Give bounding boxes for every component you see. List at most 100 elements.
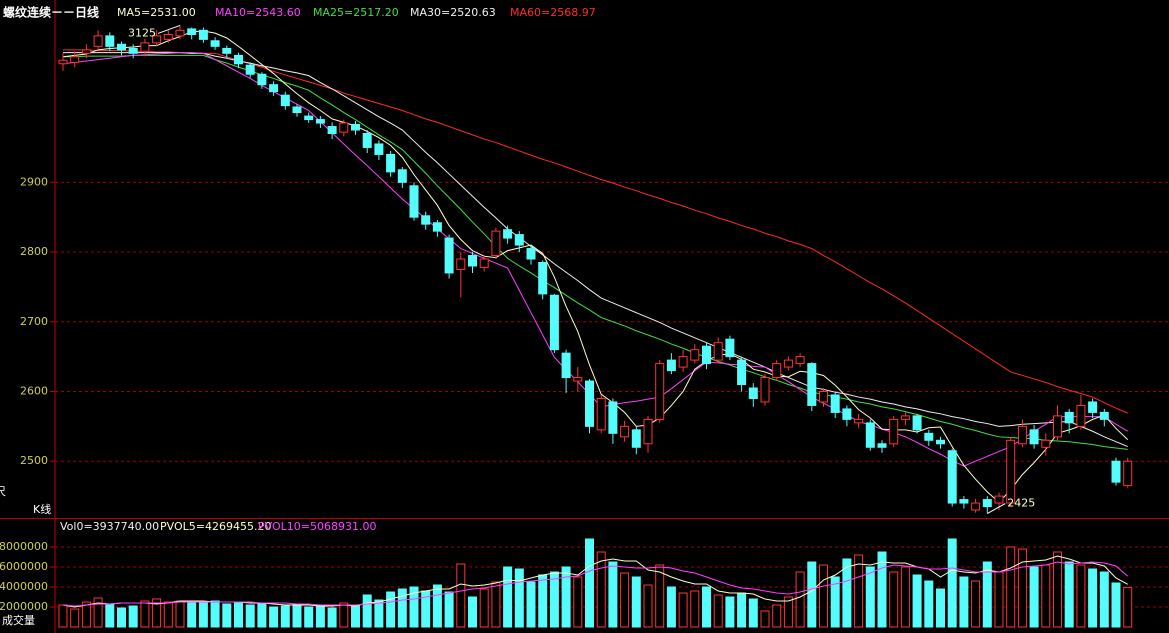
volume-bar — [1017, 548, 1027, 628]
volume-bar — [70, 608, 80, 628]
panel-label: 成交量 — [2, 613, 35, 627]
candle-body — [210, 40, 220, 47]
candle-body — [1053, 415, 1062, 438]
volume-bar — [292, 603, 302, 628]
y-tick-label: 2000000 — [0, 600, 48, 613]
volume-bar — [666, 586, 676, 628]
volume-bar — [526, 581, 536, 628]
legend-entry: MA5=2531.00 — [117, 6, 196, 19]
candle-body — [877, 443, 887, 448]
candle-body — [1041, 439, 1051, 448]
volume-bar — [198, 602, 208, 628]
volume-bar — [959, 576, 969, 628]
volume-bar — [1053, 551, 1062, 628]
volume-bar — [702, 586, 711, 628]
candle-body — [655, 363, 665, 420]
volume-bar — [386, 591, 396, 628]
candle-body — [409, 185, 419, 218]
legend-entry: MA10=2543.60 — [215, 6, 301, 19]
volume-bar — [877, 551, 887, 628]
candle-body — [117, 43, 126, 51]
candle-body — [947, 450, 957, 504]
candle-body — [327, 126, 337, 135]
candle-body — [152, 35, 162, 44]
candle-body — [783, 359, 793, 368]
volume-bar — [830, 576, 840, 628]
volume-bar — [175, 600, 185, 628]
candle-body — [854, 418, 864, 424]
candle-body — [1017, 425, 1027, 445]
candle-body — [105, 35, 115, 47]
candle-body — [1029, 429, 1039, 445]
candle-body — [292, 106, 302, 114]
legend-entry: PVOL10=5068931.00 — [258, 520, 376, 533]
candle-body — [93, 35, 103, 47]
volume-bar — [608, 561, 618, 628]
candle-body — [608, 401, 618, 434]
volume-bar — [117, 607, 126, 628]
candle-body — [456, 258, 466, 270]
candle-body — [830, 394, 840, 413]
candle-body — [386, 153, 396, 173]
annotation: 3125 — [128, 26, 156, 39]
volume-bar — [468, 596, 477, 628]
candle-body — [468, 255, 477, 267]
candle-body — [982, 499, 992, 508]
candle-body — [514, 234, 524, 246]
volume-bar — [409, 586, 419, 628]
candle-body — [1111, 460, 1121, 483]
candle-body — [561, 352, 571, 379]
legend-entry: MA60=2568.97 — [510, 6, 596, 19]
volume-bar — [93, 597, 103, 628]
volume-bar — [222, 603, 232, 628]
volume-bar — [538, 574, 548, 628]
candle-body — [397, 169, 407, 183]
y-tick-label: 2600 — [20, 384, 48, 397]
candle-body — [140, 42, 150, 52]
volume-bar — [643, 584, 653, 628]
volume-bar — [152, 598, 162, 628]
candle-body — [315, 119, 325, 124]
candle-body — [280, 94, 290, 107]
volume-bar — [982, 561, 992, 628]
volume-bar — [865, 566, 875, 628]
candle-body — [690, 349, 700, 361]
volume-bar — [257, 602, 267, 628]
y-tick-label: 2900 — [20, 175, 48, 188]
volume-bar — [1123, 587, 1133, 628]
volume-bar — [783, 596, 793, 628]
y-tick-label: 2700 — [20, 315, 48, 328]
volume-bar — [514, 568, 524, 628]
volume-bar — [690, 590, 700, 628]
volume-bar — [339, 602, 349, 628]
ma-line — [62, 30, 1129, 504]
candle-body — [772, 363, 782, 379]
volume-bar — [456, 563, 466, 628]
volume-bar — [912, 574, 922, 628]
candle-body — [889, 418, 899, 445]
candle-body — [526, 248, 536, 260]
candle-body — [491, 230, 501, 257]
axis-note: 尺 — [0, 485, 6, 498]
candle-body — [549, 294, 559, 351]
candle-body — [1123, 460, 1133, 487]
volume-bar — [655, 564, 665, 628]
volume-bar — [105, 603, 115, 628]
volume-bar — [140, 600, 150, 628]
candle-body — [222, 47, 232, 54]
legend-entry: MA25=2517.20 — [313, 6, 399, 19]
candle-body — [596, 397, 606, 431]
candle-body — [421, 215, 431, 225]
candle-body — [128, 47, 138, 54]
volume-bar — [479, 588, 489, 628]
volume-bar — [187, 601, 197, 628]
candle-body — [912, 415, 922, 431]
candle-body — [643, 418, 653, 445]
volume-bar — [760, 610, 770, 628]
volume-bar — [81, 601, 91, 628]
volume-bar — [854, 554, 864, 628]
volume-bar — [444, 591, 454, 628]
volume-bar — [245, 604, 255, 628]
candle-body — [257, 73, 267, 86]
